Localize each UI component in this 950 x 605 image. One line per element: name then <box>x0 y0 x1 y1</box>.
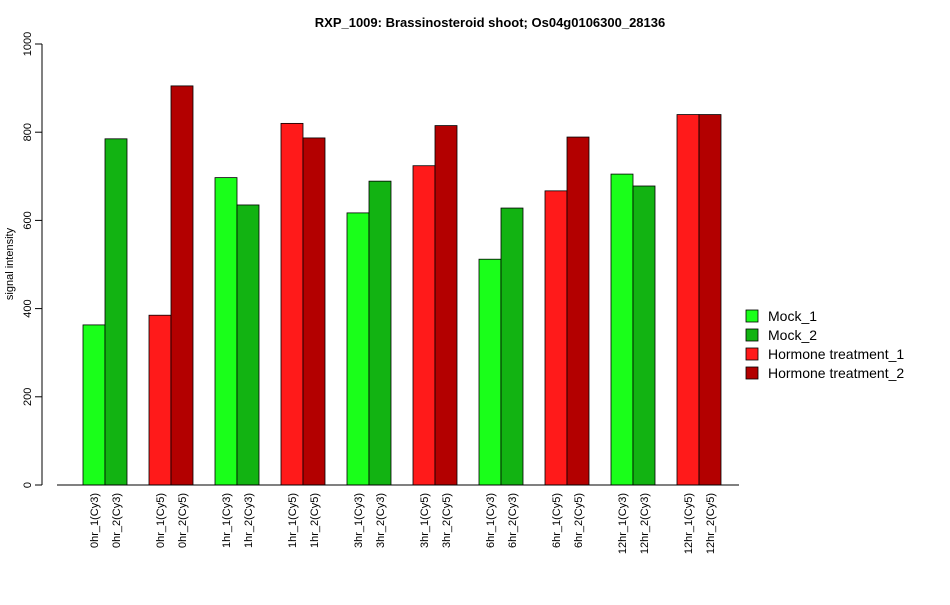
legend-swatch <box>745 309 759 323</box>
x-tick-label: 6hr_1(Cy5) <box>551 493 563 548</box>
bar-3hr_2(Cy5) <box>434 125 458 486</box>
y-tick-label: 400 <box>22 299 34 317</box>
bar-1hr_1(Cy3) <box>214 177 238 486</box>
x-tick-label: 6hr_2(Cy3) <box>507 493 519 548</box>
legend-swatch <box>745 328 759 342</box>
bar-12hr_1(Cy3) <box>610 173 634 486</box>
x-tick-label: 12hr_2(Cy5) <box>705 493 717 554</box>
bar-12hr_2(Cy5) <box>698 114 722 486</box>
x-tick-label: 1hr_1(Cy5) <box>287 493 299 548</box>
x-tick-label: 3hr_1(Cy3) <box>353 493 365 548</box>
bar-1hr_1(Cy5) <box>280 122 304 486</box>
x-tick-label: 1hr_2(Cy3) <box>243 493 255 548</box>
bar-1hr_2(Cy3) <box>236 204 260 486</box>
legend-label: Hormone treatment_2 <box>768 365 904 381</box>
x-tick-label: 3hr_2(Cy5) <box>441 493 453 548</box>
bar-3hr_1(Cy3) <box>346 212 370 486</box>
y-tick-label: 800 <box>22 123 34 141</box>
legend-label: Mock_2 <box>768 327 817 343</box>
legend-swatch <box>745 366 759 380</box>
x-tick-label: 6hr_1(Cy3) <box>485 493 497 548</box>
x-tick-label: 12hr_1(Cy5) <box>683 493 695 554</box>
y-axis: 0 200 400 600 800 1000 <box>22 32 43 488</box>
bar-6hr_1(Cy5) <box>544 190 568 486</box>
x-tick-label: 3hr_1(Cy5) <box>419 493 431 548</box>
y-tick-label: 600 <box>22 211 34 229</box>
x-tick-label: 0hr_1(Cy5) <box>155 493 167 548</box>
y-tick-label: 0 <box>22 482 34 488</box>
x-tick-label: 0hr_1(Cy3) <box>89 493 101 548</box>
legend: Mock_1 Mock_2 Hormone treatment_1 Hormone t… <box>745 308 904 381</box>
x-tick-label: 1hr_2(Cy5) <box>309 493 321 548</box>
x-tick-label: 3hr_2(Cy3) <box>375 493 387 548</box>
bar-6hr_2(Cy5) <box>566 136 590 486</box>
x-tick-label: 12hr_1(Cy3) <box>617 493 629 554</box>
x-tick-label: 0hr_2(Cy5) <box>177 493 189 548</box>
bar-12hr_2(Cy3) <box>632 185 656 486</box>
bar-6hr_1(Cy3) <box>478 258 502 486</box>
bar-0hr_1(Cy5) <box>148 314 172 486</box>
x-tick-label: 12hr_2(Cy3) <box>639 493 651 554</box>
x-tick-label: 1hr_1(Cy3) <box>221 493 233 548</box>
legend-swatch <box>745 347 759 361</box>
x-tick-label: 0hr_2(Cy3) <box>111 493 123 548</box>
x-tick-labels: 0hr_1(Cy3) 0hr_2(Cy3) 0hr_1(Cy5) 0hr_2(Cy5)… <box>89 493 717 554</box>
y-axis-label: signal intensity <box>4 227 16 300</box>
bar-3hr_2(Cy3) <box>368 180 392 486</box>
x-tick-label: 6hr_2(Cy5) <box>573 493 585 548</box>
chart-title: RXP_1009: Brassinosteroid shoot; Os04g01… <box>315 15 665 30</box>
bar-0hr_2(Cy3) <box>104 138 128 486</box>
bars <box>82 85 722 486</box>
y-tick-label: 200 <box>22 388 34 406</box>
legend-label: Hormone treatment_1 <box>768 346 904 362</box>
bar-0hr_2(Cy5) <box>170 85 194 486</box>
legend-label: Mock_1 <box>768 308 817 324</box>
bar-1hr_2(Cy5) <box>302 137 326 486</box>
y-tick-label: 1000 <box>22 32 34 56</box>
bar-0hr_1(Cy3) <box>82 324 106 486</box>
bar-6hr_2(Cy3) <box>500 207 524 486</box>
bar-3hr_1(Cy5) <box>412 165 436 486</box>
bar-12hr_1(Cy5) <box>676 114 700 486</box>
